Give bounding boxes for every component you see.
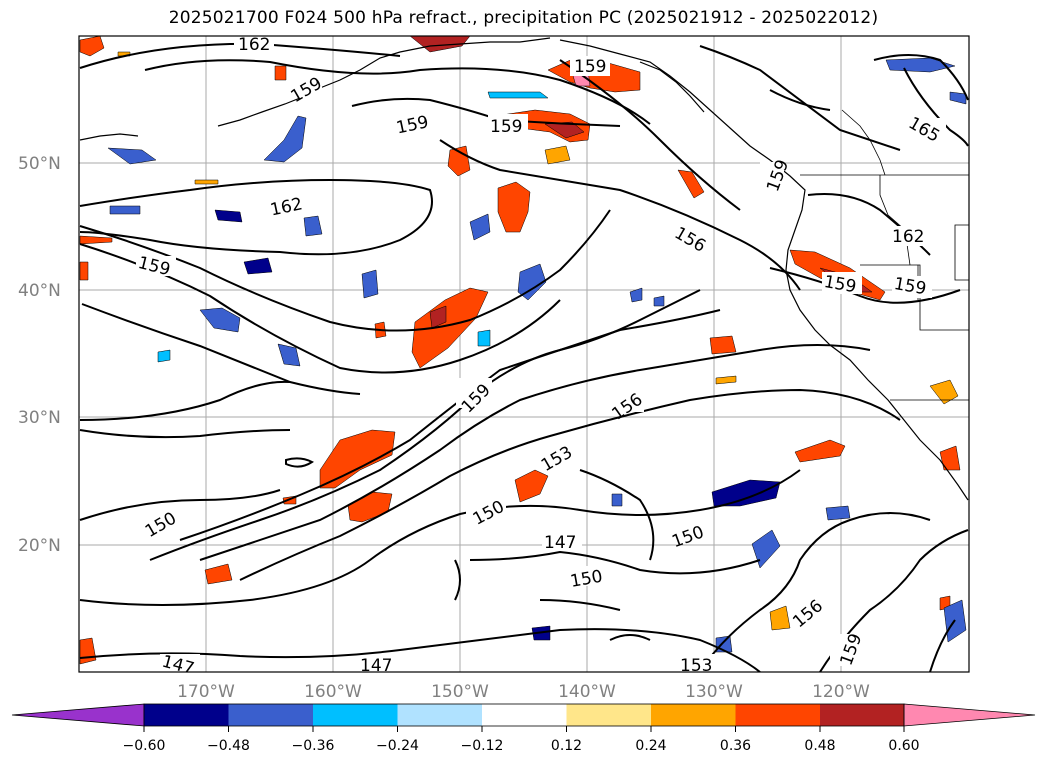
borders: [800, 109, 969, 401]
lon-label: 150°W: [431, 682, 489, 702]
contour-label: 162: [238, 35, 270, 55]
colorbar-tick-label: 0.12: [551, 738, 582, 754]
colorbar-extend-high: [903, 703, 1036, 727]
colorbar-segment: [482, 704, 567, 726]
longitude-labels: 170°W 160°W 150°W 140°W 130°W 120°W: [177, 682, 870, 702]
contour-label: 147: [360, 656, 392, 676]
map-frame: [78, 35, 970, 673]
colorbar-tick-label: 0.24: [635, 738, 666, 754]
colorbar-segment: [566, 704, 651, 726]
colorbar-segment: [735, 704, 820, 726]
colorbar-tick-label: −0.48: [207, 738, 250, 754]
colorbar-segment: [313, 704, 398, 726]
colorbar-segment: [228, 704, 313, 726]
lon-label: 170°W: [177, 682, 235, 702]
colorbar-segment: [651, 704, 736, 726]
lat-label: 30°N: [18, 408, 61, 428]
lat-label: 20°N: [18, 536, 61, 556]
map-area: 162 159 159 159 165 162 162 159 156 159 …: [79, 35, 969, 680]
coastlines: [79, 37, 969, 501]
contour-label: 153: [680, 656, 712, 676]
colorbar-tick-label: 0.60: [888, 738, 919, 754]
colorbar-tick-label: −0.12: [461, 738, 504, 754]
contour-label: 159: [574, 57, 606, 77]
colorbar-tick-label: −0.36: [292, 738, 335, 754]
colorbar-extend-low: [11, 703, 145, 727]
colorbar-tick-labels: −0.60 −0.48 −0.36 −0.24 −0.12 0.12 0.24 …: [123, 738, 920, 754]
lon-label: 160°W: [304, 682, 362, 702]
colorbar: −0.60 −0.48 −0.36 −0.24 −0.12 0.12 0.24 …: [11, 703, 1036, 754]
colorbar-tick-label: −0.24: [376, 738, 419, 754]
colorbar-tick-label: 0.48: [804, 738, 835, 754]
contour-label: 156: [789, 596, 827, 632]
lat-label: 40°N: [18, 281, 61, 301]
colorbar-segment: [820, 704, 905, 726]
colorbar-tick-label: −0.60: [123, 738, 166, 754]
contour-label: 159: [490, 117, 522, 137]
lon-label: 140°W: [558, 682, 616, 702]
contour-label: 150: [569, 567, 604, 592]
lon-label: 130°W: [685, 682, 743, 702]
precip-negative: [107, 57, 967, 653]
latitude-labels: 50°N 40°N 30°N 20°N: [18, 154, 61, 556]
colorbar-tick-label: 0.36: [720, 738, 751, 754]
lon-label: 120°W: [812, 682, 870, 702]
contour-label: 159: [288, 73, 326, 107]
colorbar-ticks: [143, 726, 905, 732]
contour-label: 147: [544, 533, 576, 553]
contour-label: 147: [160, 652, 197, 680]
lat-label: 50°N: [18, 154, 61, 174]
colorbar-segment: [144, 704, 229, 726]
contour-label: 162: [892, 227, 924, 247]
colorbar-segment: [397, 704, 482, 726]
figure-title: 2025021700 F024 500 hPa refract., precip…: [168, 8, 879, 28]
